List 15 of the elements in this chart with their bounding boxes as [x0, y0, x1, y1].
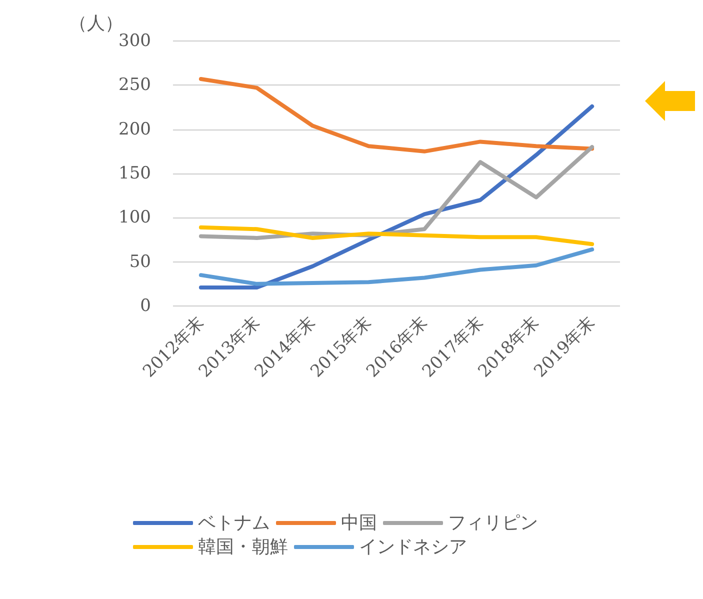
line-series [198, 225, 594, 246]
y-tick-label: 50 [129, 252, 151, 272]
y-tick-label: 250 [118, 75, 151, 96]
y-tick-label: 200 [118, 119, 151, 140]
y-tick-label: 100 [118, 208, 151, 228]
line-series [198, 247, 594, 286]
legend-label: 中国 [341, 512, 377, 534]
legend-label: インドネシア [359, 536, 467, 558]
legend-label: フィリピン [448, 512, 538, 534]
y-tick-label: 0 [140, 296, 151, 316]
line-series [198, 76, 594, 154]
line-series [198, 104, 594, 290]
y-tick-label: 150 [118, 164, 151, 184]
legend-label: 韓国・朝鮮 [198, 536, 288, 558]
legend-label: ベトナム [198, 512, 270, 534]
